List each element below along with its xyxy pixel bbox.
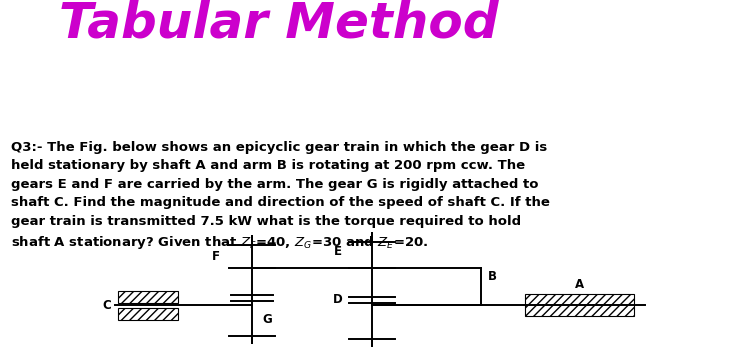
Text: Q3:- The Fig. below shows an epicyclic gear train in which the gear D is
held st: Q3:- The Fig. below shows an epicyclic g…	[11, 141, 550, 251]
Text: A: A	[575, 278, 584, 291]
Bar	[525, 295, 634, 316]
Bar	[118, 291, 178, 303]
Text: B: B	[488, 270, 497, 283]
Text: Tabular Method: Tabular Method	[59, 0, 498, 48]
Text: F: F	[213, 250, 221, 263]
Text: E: E	[334, 245, 342, 258]
Text: G: G	[263, 313, 273, 326]
Bar	[118, 308, 178, 320]
Text: D: D	[334, 293, 343, 306]
Text: C: C	[103, 299, 111, 312]
